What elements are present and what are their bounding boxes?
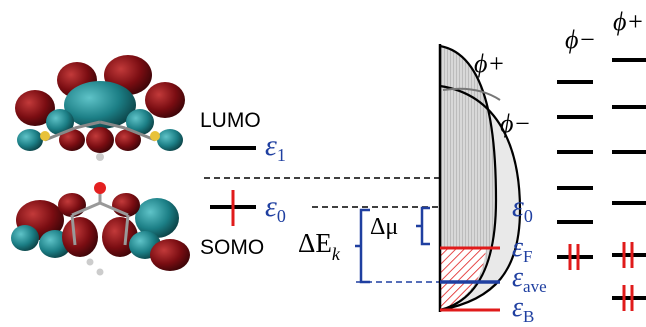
- phi-minus-column-label: ϕ−: [565, 25, 596, 54]
- delta-mu-bracket: [416, 206, 430, 246]
- phi-minus-curve-label: ϕ−: [500, 109, 531, 138]
- phi-plus-column-label: ϕ+: [613, 7, 644, 36]
- eps-b-label: εB: [512, 292, 534, 326]
- lumo-molecule-picture: [15, 55, 185, 161]
- lumo-label: LUMO: [200, 109, 261, 132]
- somo-molecule-picture: [11, 182, 190, 276]
- delta-e-label: ΔEk: [298, 228, 341, 264]
- eps-f-label: εF: [512, 232, 533, 266]
- phi-minus-levels: ϕ−: [557, 25, 596, 270]
- somo-label: SOMO: [200, 236, 264, 259]
- phi-plus-curve-label: ϕ+: [474, 49, 505, 78]
- eps0-left-label: ε0: [265, 190, 286, 226]
- eps0-right-label: ε0: [512, 190, 533, 226]
- eps1-label: ε1: [265, 129, 286, 165]
- phi-plus-levels: ϕ+: [612, 7, 646, 311]
- delta-mu-label: Δμ: [370, 214, 398, 240]
- eps-ave-label: εave: [512, 262, 547, 296]
- delta-e-bracket: [355, 208, 370, 284]
- dos-curves: [438, 44, 522, 312]
